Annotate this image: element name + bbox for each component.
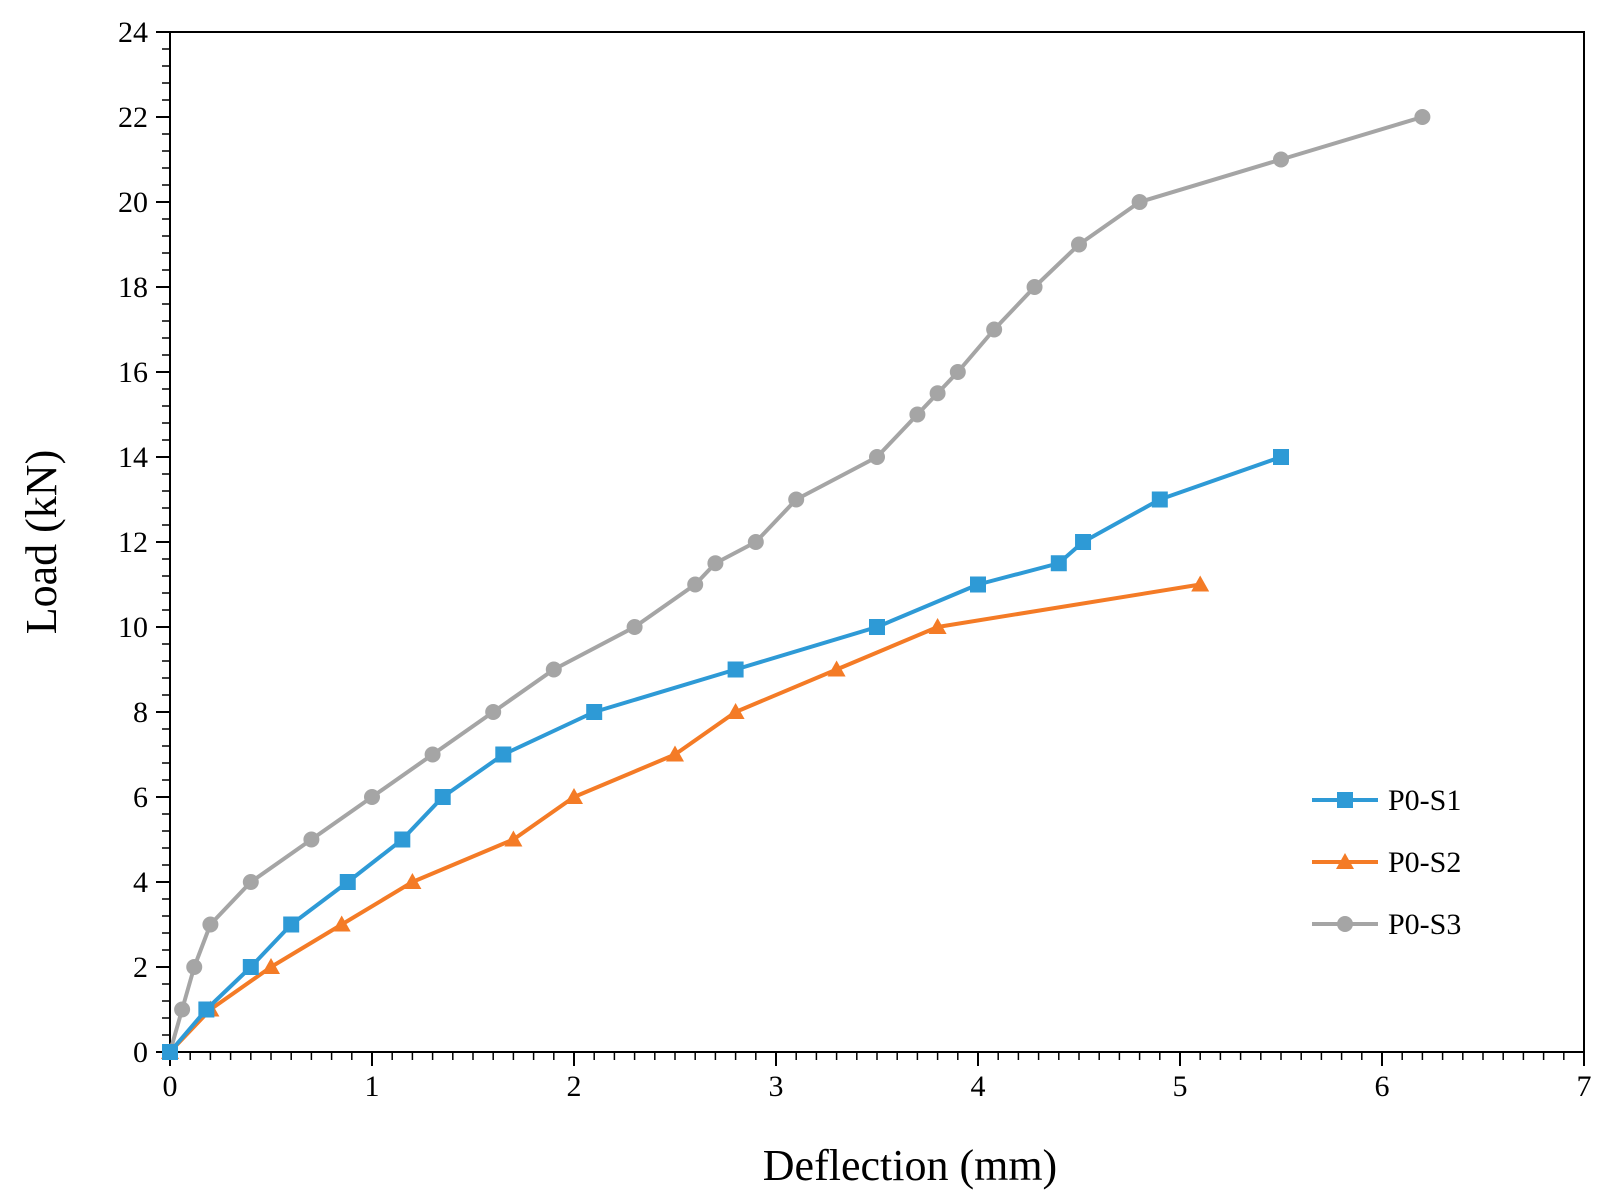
series-line-p0-s3	[168, 115, 1425, 1054]
data-point-p0-s1	[970, 576, 986, 593]
data-point-p0-s3	[424, 746, 441, 763]
data-point-p0-s2	[827, 660, 846, 677]
data-point-p0-s3	[1131, 194, 1148, 210]
data-point-p0-s1	[727, 661, 744, 678]
x-tick-label: 4	[971, 1070, 986, 1103]
data-point-p0-s2	[928, 618, 947, 634]
y-tick-label: 0	[133, 1036, 148, 1069]
series-layer	[161, 109, 1431, 1060]
y-tick-label: 24	[118, 16, 148, 49]
y-tick-label: 8	[133, 696, 148, 729]
data-point-p0-s3	[545, 661, 562, 678]
data-point-p0-s3	[986, 321, 1003, 338]
y-tick-label: 2	[133, 951, 148, 984]
data-point-p0-s1	[242, 959, 259, 975]
data-point-p0-s2	[504, 830, 523, 847]
data-point-p0-s2	[403, 873, 422, 889]
data-point-p0-s3	[788, 491, 805, 508]
data-point-p0-s3	[929, 385, 946, 402]
data-point-p0-s1	[339, 874, 356, 890]
data-point-p0-s3	[1026, 279, 1043, 295]
data-point-p0-s1	[394, 831, 411, 848]
data-point-p0-s3	[747, 534, 764, 550]
data-point-p0-s3	[242, 874, 259, 890]
legend: P0-S1 P0-S2 P0-S3	[1312, 784, 1461, 941]
series-p0-s3	[162, 109, 1431, 1060]
data-point-p0-s2	[262, 958, 280, 974]
data-point-p0-s3	[485, 704, 502, 720]
y-tick-label: 12	[118, 526, 148, 559]
series-p0-s2	[161, 575, 1210, 1059]
series-p0-s1	[162, 449, 1289, 1060]
data-point-p0-s3	[186, 959, 203, 975]
data-point-p0-s3	[949, 364, 966, 380]
data-point-p0-s3	[1414, 109, 1431, 125]
data-point-p0-s1	[283, 916, 300, 933]
data-point-p0-s3	[1273, 151, 1289, 168]
data-point-p0-s1	[586, 704, 603, 720]
x-tick-label: 2	[567, 1070, 582, 1103]
data-point-p0-s1	[495, 746, 512, 763]
data-point-p0-s1	[869, 619, 885, 635]
series-line-p0-s1	[168, 455, 1283, 1054]
series-line-p0-s2	[168, 582, 1203, 1054]
y-tick-label: 14	[118, 441, 148, 474]
axis-ticks	[156, 31, 1585, 1066]
y-tick-label: 16	[118, 356, 148, 389]
data-point-p0-s3	[707, 555, 724, 572]
data-point-p0-s1	[162, 1044, 178, 1060]
data-point-p0-s3	[303, 831, 320, 848]
legend-label-p0-s1: P0-S1	[1388, 784, 1461, 817]
data-point-p0-s1	[1273, 449, 1289, 465]
data-point-p0-s3	[364, 789, 380, 805]
data-point-p0-s2	[565, 788, 583, 804]
x-tick-label: 6	[1375, 1070, 1390, 1103]
y-tick-label: 22	[118, 101, 148, 134]
y-tick-label: 4	[133, 866, 148, 899]
y-tick-label: 10	[118, 611, 148, 644]
data-point-p0-s2	[666, 745, 684, 762]
y-tick-label: 6	[133, 781, 148, 814]
y-axis-title: Load (kN)	[17, 450, 66, 635]
legend-marker-p0-s1	[1337, 792, 1353, 808]
legend-marker-p0-s3	[1337, 916, 1353, 932]
y-tick-label: 18	[118, 271, 148, 304]
data-point-p0-s3	[202, 916, 219, 933]
y-tick-label: 20	[118, 186, 148, 219]
x-tick-label: 5	[1173, 1070, 1188, 1103]
legend-marker-p0-s2	[1336, 853, 1354, 869]
data-point-p0-s2	[1191, 575, 1210, 592]
data-point-p0-s1	[1151, 491, 1168, 508]
data-point-p0-s1	[434, 789, 451, 805]
data-point-p0-s2	[332, 915, 351, 932]
data-point-p0-s3	[626, 619, 643, 635]
data-point-p0-s3	[174, 1001, 191, 1018]
data-point-p0-s1	[198, 1001, 215, 1018]
legend-label-p0-s3: P0-S3	[1388, 908, 1461, 941]
data-point-p0-s3	[687, 576, 704, 593]
x-tick-label: 3	[769, 1070, 784, 1103]
x-tick-label: 1	[365, 1070, 380, 1103]
x-tick-label: 0	[163, 1070, 178, 1103]
data-point-p0-s3	[869, 449, 885, 465]
data-point-p0-s2	[726, 703, 745, 719]
x-tick-label: 7	[1577, 1070, 1592, 1103]
data-point-p0-s1	[1050, 555, 1067, 572]
x-axis-title: Deflection (mm)	[763, 1141, 1057, 1190]
legend-label-p0-s2: P0-S2	[1388, 846, 1461, 879]
data-point-p0-s3	[1071, 236, 1087, 253]
data-point-p0-s1	[1075, 534, 1092, 550]
data-point-p0-s3	[909, 406, 926, 423]
